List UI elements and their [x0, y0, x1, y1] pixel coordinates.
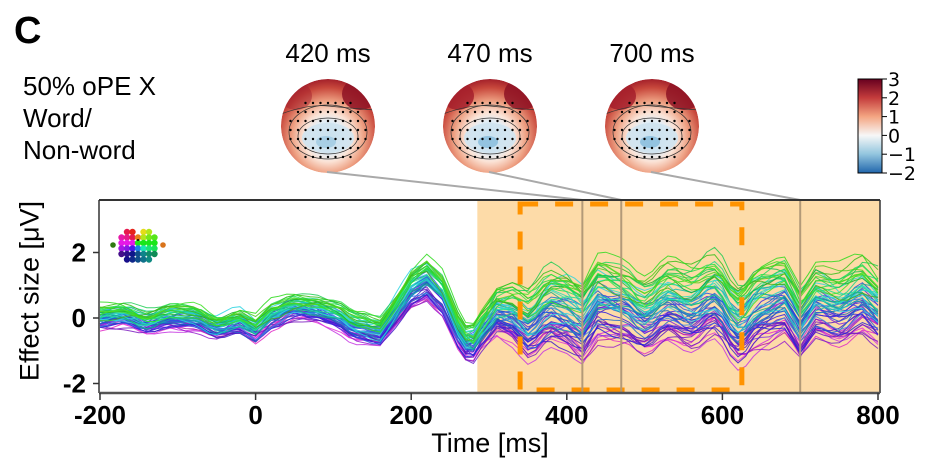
channel-trace [99, 260, 879, 338]
condition-line-3: Non-word [23, 135, 136, 165]
sensor-dot [123, 256, 131, 263]
sensor-dot [118, 245, 125, 252]
topomap-title-2: 470 ms [447, 38, 533, 68]
sensor-dot [123, 250, 131, 258]
x-axis-label: Time [ms] [431, 428, 549, 458]
sensor-dot [123, 245, 131, 252]
channel-trace [99, 267, 879, 333]
sensor-dot [134, 239, 142, 247]
topomap-connectors [326, 171, 801, 201]
sensor-dot [134, 234, 142, 241]
sensor-dot [118, 234, 125, 241]
y-axis-label: Effect size [μV] [14, 200, 45, 382]
x-tick-label: 0 [248, 400, 262, 430]
sensor-dot [129, 228, 136, 236]
sensor-dot [151, 234, 158, 241]
sensor-dot [129, 250, 136, 258]
colorbar-gradient [857, 78, 883, 174]
sensor-dot [145, 250, 153, 258]
colorbar-tick-label: 0 [888, 125, 900, 147]
sensor-dot [134, 256, 142, 263]
y-tick-label: 0 [72, 303, 86, 333]
dashed-window-box [517, 201, 745, 393]
y-tick-label: -2 [63, 369, 86, 399]
sensor-dot [129, 256, 136, 263]
topomaps [281, 79, 699, 173]
topomap-connector [326, 171, 583, 201]
sensor-dot [129, 239, 136, 247]
topomap [281, 79, 375, 173]
x-tick-label: 600 [701, 400, 744, 430]
colorbar-tick-label: 1 [888, 107, 900, 129]
sensor-dot [145, 256, 153, 263]
topomap-title-3: 700 ms [609, 38, 695, 68]
channel-trace [99, 277, 879, 350]
channel-trace [99, 291, 879, 364]
sensor-dot [118, 250, 125, 258]
x-tick-label: 400 [545, 400, 588, 430]
x-tick-label: 200 [390, 400, 433, 430]
sensor-dot [123, 239, 131, 247]
sensor-dot [145, 245, 153, 252]
sensor-dot [145, 228, 153, 236]
sensor-dot [140, 256, 147, 263]
sensor-dot [129, 245, 136, 252]
sensor-dot [151, 250, 158, 258]
x-tick-label: -200 [74, 400, 126, 430]
sensor-dot [129, 234, 136, 241]
sensor-dot [140, 239, 147, 247]
condition-line-2: Word/ [23, 103, 92, 133]
topomap-title-1: 420 ms [285, 38, 371, 68]
colorbar-tick-label: 2 [888, 88, 900, 110]
sensor-dot [110, 242, 116, 248]
colorbar-tick-label: 3 [888, 69, 900, 91]
sensor-dot [118, 239, 125, 247]
sensor-legend-inset [110, 228, 166, 263]
sensor-dot [151, 239, 158, 247]
sensor-dot [140, 228, 147, 236]
sensor-dot [123, 234, 131, 241]
colorbar-tick-label: −2 [888, 163, 916, 185]
sensor-dot [151, 245, 158, 252]
sensor-dot [145, 234, 153, 241]
sensor-dot [134, 250, 142, 258]
sensor-dot [123, 228, 131, 236]
topomap [605, 79, 699, 173]
condition-line-1: 50% oPE X [23, 71, 156, 101]
sensor-dot [140, 245, 147, 252]
x-tick-label: 800 [856, 400, 899, 430]
sensor-dot [145, 239, 153, 247]
condition-label: 50% oPE X Word/ Non-word [23, 70, 156, 166]
sensor-center [137, 239, 139, 241]
channel-traces [99, 246, 879, 371]
colorbar-tick-label: −1 [888, 144, 916, 166]
sensor-dot [140, 234, 147, 241]
sensor-dot [134, 245, 142, 252]
topomap-connector [650, 171, 801, 201]
plot-area: -200 0 200 400 600 800 2 0 -2 [63, 199, 900, 430]
y-tick-label: 2 [72, 238, 86, 268]
sensor-dot [160, 242, 166, 248]
topomap [443, 79, 537, 173]
panel-letter: C [14, 10, 42, 52]
sensor-dot [140, 250, 147, 258]
topomap-connector [488, 171, 622, 201]
